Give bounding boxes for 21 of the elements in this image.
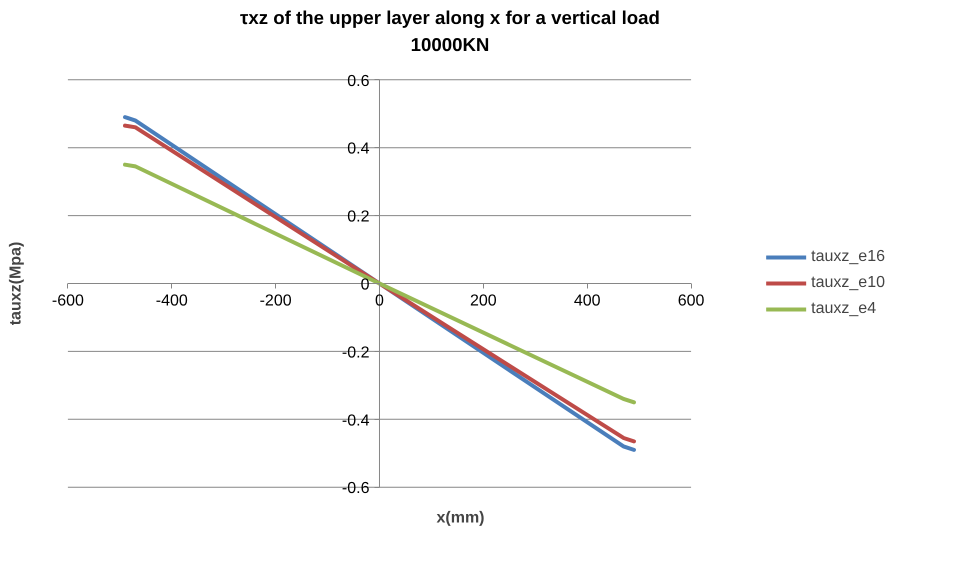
x-axis-title: x(mm): [436, 510, 485, 527]
y-tick-label: 0: [360, 276, 370, 294]
x-tick-label: -400: [156, 292, 188, 310]
x-tick-label: -600: [52, 292, 84, 310]
y-tick-label: -0.4: [342, 412, 370, 430]
y-tick-label: 0.2: [347, 208, 370, 226]
y-tick-label: -0.6: [342, 480, 370, 498]
y-tick-label: 0.6: [347, 73, 370, 90]
legend-label: tauxz_e10: [811, 274, 885, 292]
x-tick-label: 200: [470, 292, 497, 310]
x-tick-label: 400: [574, 292, 601, 310]
legend-label: tauxz_e16: [811, 248, 885, 266]
chart-title: τxz of the upper layer along x for a vertical load 10000KN: [239, 6, 661, 57]
y-axis-title: tauxz(Mpa): [8, 242, 24, 326]
x-tick-label: -200: [260, 292, 292, 310]
y-tick-label: 0.4: [347, 141, 370, 158]
y-tick-label: -0.2: [342, 344, 370, 362]
legend-label: tauxz_e4: [811, 300, 876, 318]
line-series: [123, 163, 636, 405]
x-tick-label: 600: [678, 292, 705, 310]
x-tick-label: 0: [375, 292, 384, 310]
